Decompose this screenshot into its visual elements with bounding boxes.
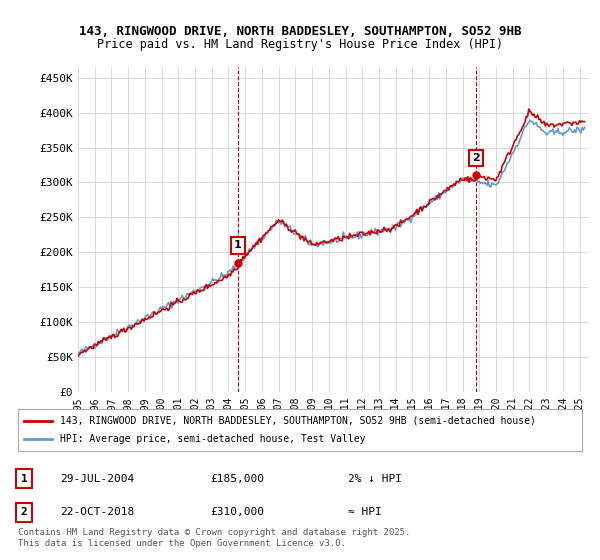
Text: HPI: Average price, semi-detached house, Test Valley: HPI: Average price, semi-detached house,… [60, 434, 366, 444]
Text: 1: 1 [234, 240, 242, 250]
Text: 143, RINGWOOD DRIVE, NORTH BADDESLEY, SOUTHAMPTON, SO52 9HB (semi-detached house: 143, RINGWOOD DRIVE, NORTH BADDESLEY, SO… [60, 416, 536, 426]
Text: 22-OCT-2018: 22-OCT-2018 [60, 507, 134, 517]
Text: Price paid vs. HM Land Registry's House Price Index (HPI): Price paid vs. HM Land Registry's House … [97, 38, 503, 51]
Text: 2: 2 [472, 153, 480, 163]
Text: Contains HM Land Registry data © Crown copyright and database right 2025.
This d: Contains HM Land Registry data © Crown c… [18, 528, 410, 548]
Text: 1: 1 [20, 474, 28, 484]
Text: £310,000: £310,000 [210, 507, 264, 517]
Text: 143, RINGWOOD DRIVE, NORTH BADDESLEY, SOUTHAMPTON, SO52 9HB: 143, RINGWOOD DRIVE, NORTH BADDESLEY, SO… [79, 25, 521, 38]
Text: ≈ HPI: ≈ HPI [348, 507, 382, 517]
Text: £185,000: £185,000 [210, 474, 264, 484]
Text: 29-JUL-2004: 29-JUL-2004 [60, 474, 134, 484]
Text: 2: 2 [20, 507, 28, 517]
Text: 2% ↓ HPI: 2% ↓ HPI [348, 474, 402, 484]
